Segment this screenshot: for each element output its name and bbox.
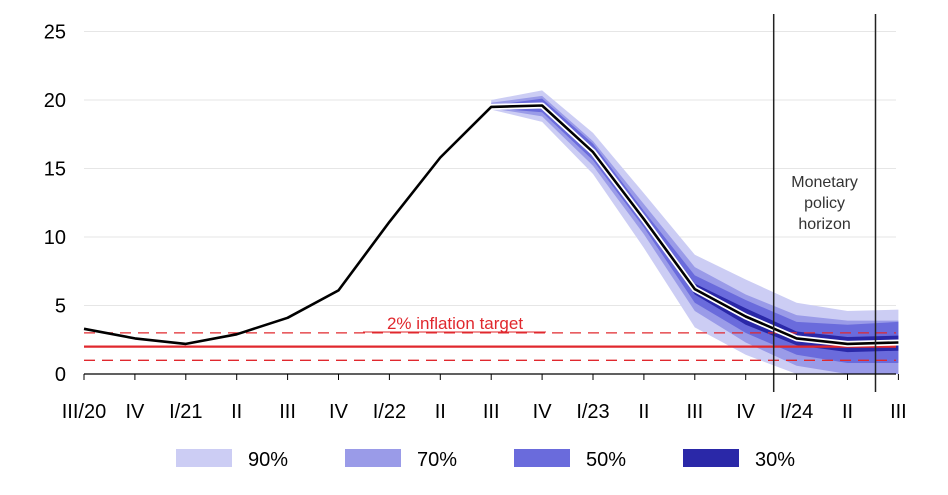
y-tick-label: 15 [44, 159, 66, 181]
x-tick-label: IV [736, 401, 756, 423]
legend-swatch-30 [683, 449, 739, 467]
inflation-line [83, 102, 902, 347]
fan-band-50 [491, 98, 899, 363]
x-tick-label: I/22 [373, 401, 406, 423]
policy-horizon: Monetary policy horizon [772, 14, 877, 392]
horizon-label-line: Monetary [791, 174, 858, 191]
x-tick-label: II [638, 401, 649, 423]
x-tick-label: III [279, 401, 296, 423]
y-tick-label: 20 [44, 90, 66, 112]
fan-band-70 [491, 95, 899, 375]
legend-label: 50% [586, 449, 626, 471]
y-tick-label: 25 [44, 22, 66, 44]
x-tick-label: III [890, 401, 907, 423]
horizon-label-line: horizon [798, 216, 850, 233]
legend-label: 90% [248, 449, 288, 471]
x-tick-label: I/24 [780, 401, 813, 423]
y-tick-label: 10 [44, 227, 66, 249]
legend: 90% 70% 50% 30% [176, 449, 795, 471]
y-tick-label: 0 [55, 364, 66, 386]
x-tick-label: IV [533, 401, 553, 423]
target-label: 2% inflation target [387, 314, 523, 333]
y-tick-label: 5 [55, 296, 66, 318]
x-tick-label: III/20 [62, 401, 106, 423]
x-tick-label: IV [125, 401, 145, 423]
x-tick-label: II [842, 401, 853, 423]
x-tick-label: III [686, 401, 703, 423]
x-tick-label: II [231, 401, 242, 423]
fan-bands [491, 90, 899, 375]
legend-label: 30% [755, 449, 795, 471]
legend-swatch-50 [514, 449, 570, 467]
legend-label: 70% [417, 449, 457, 471]
x-axis: III/20 IV I/21 II III IV I/22 II III IV I/23 II III I… [62, 373, 907, 423]
legend-swatch-90 [176, 449, 232, 467]
x-tick-label: II [435, 401, 446, 423]
x-tick-label: IV [329, 401, 349, 423]
x-tick-label: I/21 [169, 401, 202, 423]
inflation-series-line [83, 104, 899, 346]
inflation-target: 2% inflation target [84, 314, 896, 361]
x-tick-label: III [483, 401, 500, 423]
y-axis: 0 5 10 15 20 25 [44, 22, 66, 387]
legend-swatch-70 [345, 449, 401, 467]
horizon-label-line: policy [804, 195, 845, 212]
x-tick-label: I/23 [576, 401, 609, 423]
